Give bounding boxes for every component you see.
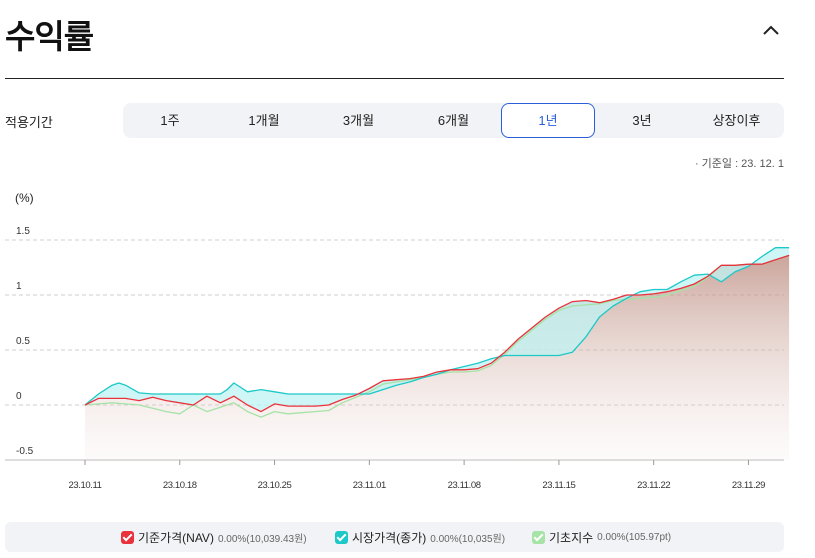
x-tick-label: 23.11.15: [542, 480, 575, 491]
page-title: 수익률: [5, 18, 94, 55]
period-tab-bar: 1주 1개월 3개월 6개월 1년 3년 상장이후: [123, 103, 784, 138]
y-tick-label: 0.5: [16, 336, 30, 347]
legend: 기준가격(NAV) 0.00%(10,039.43원) 시장가격(종가) 0.0…: [5, 522, 784, 552]
period-label: 적용기간: [5, 115, 53, 130]
x-tick-label: 23.11.22: [637, 480, 670, 491]
x-tick-label: 23.10.25: [258, 480, 292, 491]
y-tick-label: -0.5: [16, 446, 34, 457]
market-price-line: [84, 247, 790, 406]
tab-3-years[interactable]: 3년: [632, 113, 652, 128]
x-tick-label: 23.11.01: [353, 480, 386, 491]
section-header: 수익률: [5, 0, 784, 79]
tab-1-week[interactable]: 1주: [160, 113, 180, 128]
legend-item-market-price[interactable]: 시장가격(종가) 0.00%(10,035원): [335, 522, 505, 552]
legend-value: 0.00%(105.97pt): [597, 531, 672, 543]
return-chart: (%) 1.5 1 0.5 0 -0.5 23.10.11 23.10.18 23.10.25…: [5, 191, 790, 491]
market-nav-band: [85, 247, 790, 412]
x-tick-label: 23.11.08: [448, 480, 481, 491]
legend-name: 기초지수: [549, 530, 594, 545]
y-tick-label: 1.5: [16, 226, 30, 237]
tab-3-months[interactable]: 3개월: [342, 113, 375, 128]
legend-value: 0.00%(10,035원): [430, 533, 506, 545]
x-tick-label: 23.10.11: [68, 480, 101, 491]
y-tick-label: 0: [16, 391, 22, 402]
x-tick-label: 23.10.18: [163, 480, 197, 491]
checkbox-icon[interactable]: [121, 530, 134, 544]
checkbox-icon[interactable]: [335, 530, 348, 544]
base-date: · 기준일 : 23. 12. 1: [694, 158, 784, 170]
checkbox-icon[interactable]: [532, 530, 545, 544]
y-axis-unit: (%): [15, 191, 34, 205]
chevron-up-icon[interactable]: [758, 18, 784, 44]
y-tick-label: 1: [16, 281, 22, 292]
legend-name: 기준가격(NAV): [138, 530, 214, 545]
legend-value: 0.00%(10,039.43원): [217, 533, 307, 545]
legend-item-nav[interactable]: 기준가격(NAV) 0.00%(10,039.43원): [121, 522, 307, 552]
nav-line: [84, 254, 790, 413]
tab-1-year[interactable]: 1년: [501, 103, 595, 138]
tab-1-month[interactable]: 1개월: [248, 113, 280, 128]
tab-since-listing[interactable]: 상장이후: [712, 113, 761, 128]
legend-name: 시장가격(종가): [352, 530, 427, 545]
legend-item-base-index[interactable]: 기초지수 0.00%(105.97pt): [532, 522, 671, 552]
x-tick-label: 23.11.29: [732, 480, 765, 491]
tab-6-months[interactable]: 6개월: [437, 113, 470, 128]
